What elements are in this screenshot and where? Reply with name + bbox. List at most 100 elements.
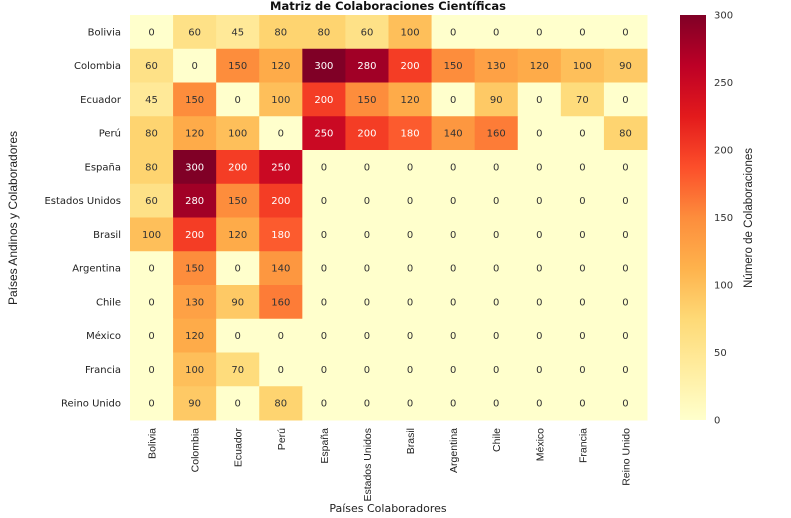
heatmap-cell [517,15,562,50]
y-tick-label: España [85,162,121,173]
heatmap-cell [216,352,260,387]
cell-value-label: 0 [536,230,542,241]
cell-value-label: 120 [185,331,204,342]
cell-value-label: 300 [314,61,333,72]
cell-value-label: 0 [407,399,413,410]
cell-value-label: 120 [400,95,419,106]
cell-value-label: 80 [274,27,287,38]
heatmap-cell [302,183,346,218]
cell-value-label: 0 [622,95,628,106]
heatmap-cell [259,15,303,50]
cell-value-label: 100 [142,230,161,241]
cell-value-label: 0 [450,162,456,173]
cell-value-label: 150 [357,95,376,106]
cell-value-label: 0 [321,399,327,410]
cell-value-label: 0 [493,399,499,410]
cell-value-label: 60 [145,196,158,207]
heatmap-cell [603,285,648,320]
heatmap-cell [259,251,303,286]
cell-value-label: 0 [622,365,628,376]
cell-value-label: 0 [579,297,585,308]
heatmap-cell [345,386,389,421]
heatmap-cell [216,251,260,286]
cell-value-label: 0 [407,365,413,376]
cell-value-label: 150 [228,61,247,72]
heatmap-cell [259,386,303,421]
cell-value-label: 0 [536,27,542,38]
cell-value-label: 0 [493,264,499,275]
heatmap-cell [259,352,303,387]
heatmap-cell [431,217,476,252]
colorbar-tick-label: 300 [714,11,733,22]
cell-value-label: 0 [536,365,542,376]
heatmap-cell [302,48,346,83]
colorbar-tick-label: 50 [714,348,727,359]
cell-value-label: 60 [145,61,158,72]
cell-value-label: 0 [536,297,542,308]
heatmap-cell [302,251,346,286]
heatmap-cell [474,318,519,353]
cell-value-label: 0 [278,331,284,342]
x-tick-label: Francia [577,428,589,463]
colorbar [680,15,706,420]
heatmap-cell [388,15,433,50]
x-tick-label: Chile [491,428,503,452]
x-tick-label: Ecuador [233,427,245,467]
heatmap-cell [388,82,433,117]
cell-value-label: 0 [493,27,499,38]
cell-value-label: 0 [536,399,542,410]
cell-value-label: 280 [185,196,204,207]
heatmap-cell [302,15,346,50]
cell-value-label: 80 [145,162,158,173]
cell-value-label: 0 [536,196,542,207]
cell-value-label: 0 [407,331,413,342]
heatmap-cell [517,116,562,151]
heatmap-cell [474,386,519,421]
cell-value-label: 0 [536,162,542,173]
cell-value-label: 80 [318,27,331,38]
cell-value-label: 120 [271,61,290,72]
cell-value-label: 0 [364,365,370,376]
cell-value-label: 200 [400,61,419,72]
y-tick-label: Perú [99,128,121,140]
heatmap-cell [216,82,260,117]
cell-value-label: 80 [274,399,287,410]
heatmap-cell [560,15,605,50]
heatmap-cell [474,217,519,252]
heatmap-cell [130,150,174,185]
heatmap-cell [431,183,476,218]
chart-title: Matriz de Colaboraciones Científicas [270,0,506,13]
heatmap-cell [603,318,648,353]
cell-value-label: 160 [271,297,290,308]
heatmap-cell [259,116,303,151]
heatmap-cell [130,251,174,286]
heatmap-cell [259,285,303,320]
heatmap-cell [517,386,562,421]
colorbar-ticks: 0 50 100 150 200 250 300 [714,11,733,427]
heatmap-cell [388,116,433,151]
heatmap-cell [259,150,303,185]
cell-value-label: 60 [361,27,374,38]
heatmap-cell [560,116,605,151]
heatmap-cell [216,116,260,151]
y-tick-label: Argentina [72,264,121,275]
heatmap-cell [560,352,605,387]
heatmap-cell [173,183,217,218]
x-axis-label: Países Colaboradores [329,502,447,515]
x-tick-label: Perú [276,428,288,450]
cell-value-label: 0 [450,27,456,38]
cell-value-label: 0 [450,399,456,410]
heatmap-cell [560,82,605,117]
heatmap-cell [173,318,217,353]
heatmap-cell [216,217,260,252]
y-tick-label: Estados Unidos [44,196,121,207]
cell-value-label: 100 [573,61,592,72]
x-tick-label: México [534,428,546,461]
cell-value-label: 150 [444,61,463,72]
cell-value-label: 0 [235,331,241,342]
cell-value-label: 200 [228,162,247,173]
heatmap-cell [302,150,346,185]
y-tick-label: México [86,330,121,342]
heatmap-cell [173,217,217,252]
y-tick-label: Chile [96,297,121,308]
